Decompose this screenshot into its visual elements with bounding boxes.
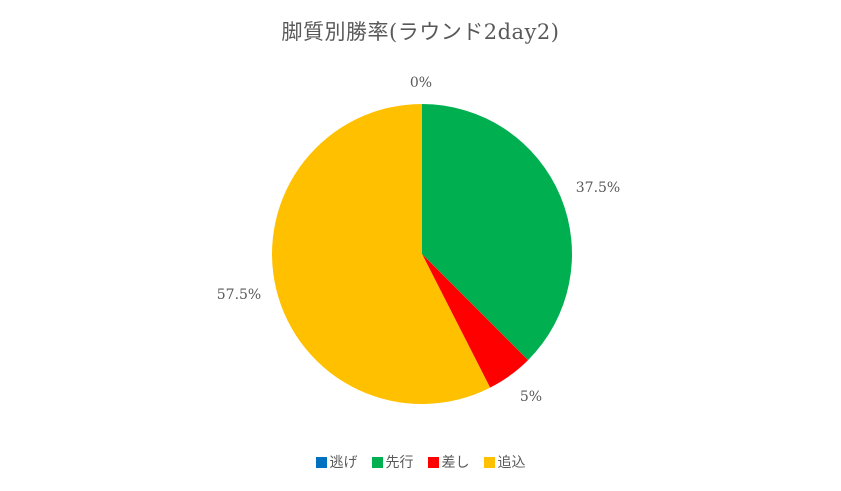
legend-swatch xyxy=(371,456,383,468)
legend-label: 逃げ xyxy=(329,455,358,471)
legend-label: 先行 xyxy=(385,455,414,471)
data-label-4: 57.5% xyxy=(217,287,261,303)
legend-item-3: 差し xyxy=(427,452,470,472)
legend-label: 追込 xyxy=(497,455,526,471)
pie-slice-4 xyxy=(272,104,491,404)
pie-slice-2 xyxy=(422,104,572,361)
legend-item-2: 先行 xyxy=(371,452,414,472)
legend: 逃げ 先行 差し 追込 xyxy=(0,452,841,472)
data-label-3: 5% xyxy=(520,389,542,405)
legend-swatch xyxy=(315,456,327,468)
data-label-1: 0% xyxy=(410,75,432,91)
legend-item-1: 逃げ xyxy=(315,452,358,472)
chart-title: 脚質別勝率(ラウンド2day2) xyxy=(281,20,560,44)
pie-slice-3 xyxy=(422,254,529,388)
legend-swatch xyxy=(427,456,439,468)
data-label-2: 37.5% xyxy=(576,180,620,196)
legend-item-4: 追込 xyxy=(483,452,526,472)
legend-swatch xyxy=(483,456,495,468)
legend-label: 差し xyxy=(441,455,470,471)
